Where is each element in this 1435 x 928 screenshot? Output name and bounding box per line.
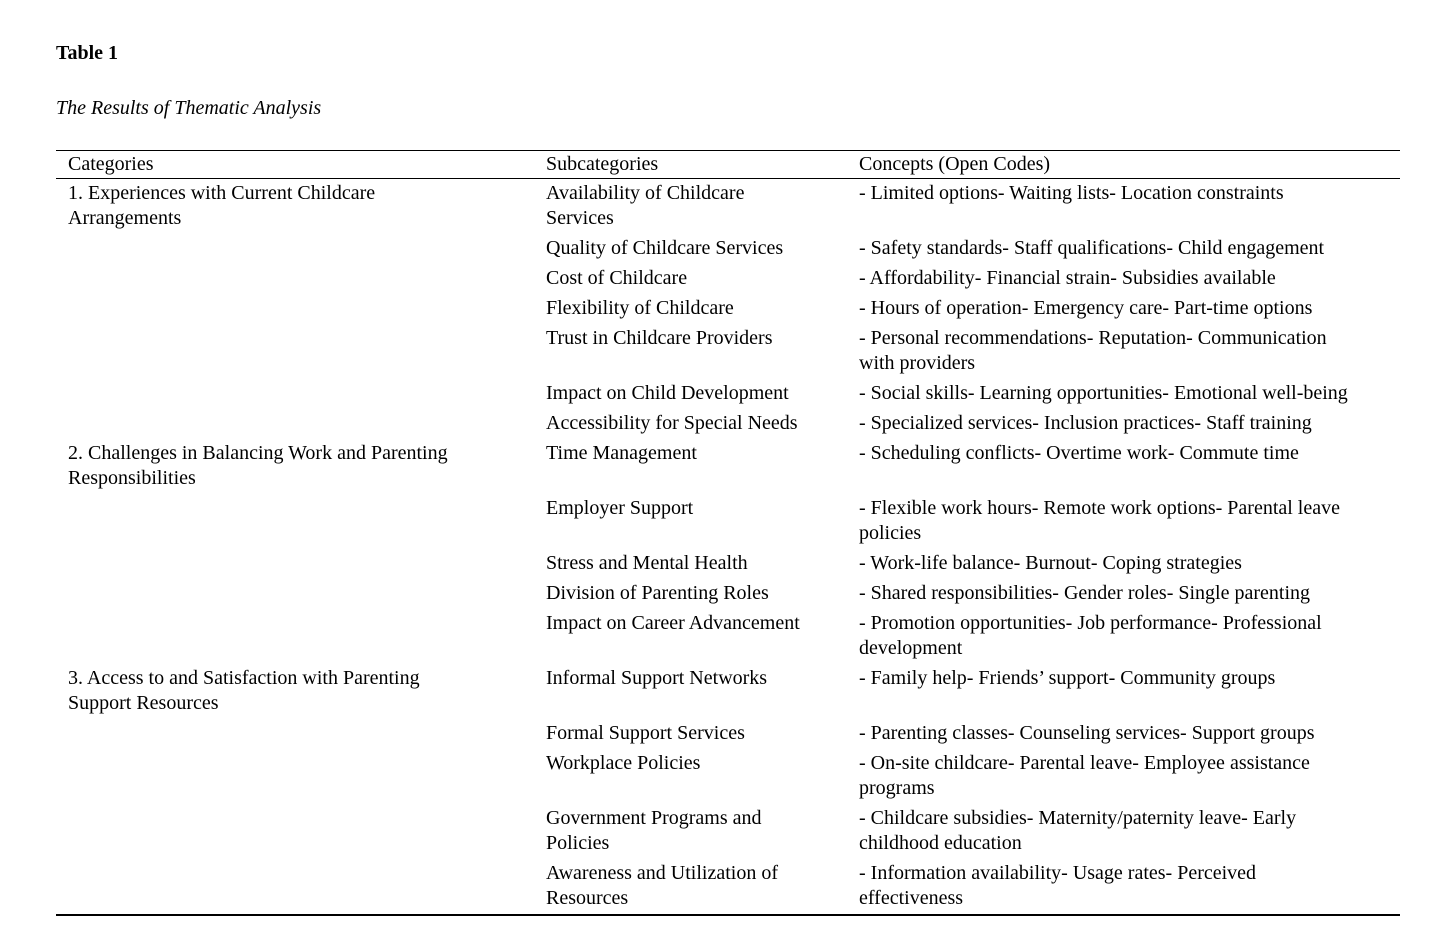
subcategory-cell: Division of Parenting Roles: [546, 582, 769, 604]
concepts-cell: - Work-life balance- Burnout- Coping str…: [859, 552, 1242, 574]
table-row: Cost of Childcare - Affordability- Financ…: [56, 264, 1400, 294]
subcategory-cell: Government Programs and Policies: [546, 807, 762, 854]
concepts-cell: - Family help- Friends’ support- Communi…: [859, 667, 1276, 689]
category-cell: [56, 859, 534, 915]
column-header-concepts: Concepts (Open Codes): [847, 150, 1400, 179]
subcategory-cell: Time Management: [546, 442, 697, 464]
concepts-cell: - Information availability- Usage rates-…: [859, 862, 1257, 909]
subcategory-cell: Accessibility for Special Needs: [546, 412, 798, 434]
category-cell: [56, 549, 534, 579]
table-body: 1. Experiences with Current Childcare Ar…: [56, 179, 1400, 916]
concepts-cell: - Shared responsibilities- Gender roles-…: [859, 582, 1310, 604]
subcategory-cell: Quality of Childcare Services: [546, 237, 784, 259]
table-row: 3. Access to and Satisfaction with Paren…: [56, 664, 1400, 719]
table-row: Quality of Childcare Services - Safety st…: [56, 234, 1400, 264]
subcategory-cell: Awareness and Utilization of Resources: [546, 862, 778, 909]
category-cell: [56, 379, 534, 409]
category-cell: [56, 409, 534, 439]
category-cell: [56, 264, 534, 294]
concepts-cell: - Safety standards- Staff qualifications…: [859, 237, 1325, 259]
table-row: Workplace Policies - On-site childcare- P…: [56, 749, 1400, 804]
table-row: 1. Experiences with Current Childcare Ar…: [56, 179, 1400, 235]
subcategory-cell: Flexibility of Childcare: [546, 297, 734, 319]
concepts-cell: - Social skills- Learning opportunities-…: [859, 382, 1348, 404]
category-cell: [56, 609, 534, 664]
subcategory-cell: Impact on Career Advancement: [546, 612, 800, 634]
concepts-cell: - Parenting classes- Counseling services…: [859, 722, 1315, 744]
subcategory-cell: Stress and Mental Health: [546, 552, 748, 574]
concepts-cell: - Childcare subsidies- Maternity/paterni…: [859, 807, 1297, 854]
table-row: Flexibility of Childcare - Hours of opera…: [56, 294, 1400, 324]
table-row: 2. Challenges in Balancing Work and Pare…: [56, 439, 1400, 494]
concepts-cell: - Promotion opportunities- Job performan…: [859, 612, 1322, 659]
table-row: Awareness and Utilization of Resources - …: [56, 859, 1400, 915]
concepts-cell: - Flexible work hours- Remote work optio…: [859, 497, 1340, 544]
concepts-cell: - Limited options- Waiting lists- Locati…: [859, 182, 1284, 204]
category-cell: [56, 719, 534, 749]
table-caption: The Results of Thematic Analysis: [56, 97, 322, 119]
concepts-cell: - Specialized services- Inclusion practi…: [859, 412, 1312, 434]
column-header-subcategories: Subcategories: [534, 150, 847, 179]
subcategory-cell: Trust in Childcare Providers: [546, 327, 773, 349]
table-row: Government Programs and Policies - Childc…: [56, 804, 1400, 859]
subcategory-cell: Impact on Child Development: [546, 382, 789, 404]
subcategory-cell: Informal Support Networks: [546, 667, 768, 689]
subcategory-cell: Formal Support Services: [546, 722, 745, 744]
concepts-cell: - Scheduling conflicts- Overtime work- C…: [859, 442, 1299, 464]
subcategory-cell: Workplace Policies: [546, 752, 701, 774]
category-cell: [56, 804, 534, 859]
column-header-categories: Categories: [56, 150, 534, 179]
table-row: Formal Support Services - Parenting class…: [56, 719, 1400, 749]
subcategory-cell: Cost of Childcare: [546, 267, 688, 289]
category-cell: [56, 749, 534, 804]
concepts-cell: - Personal recommendations- Reputation- …: [859, 327, 1327, 374]
category-cell: [56, 294, 534, 324]
subcategory-cell: Availability of Childcare Services: [546, 182, 745, 229]
concepts-cell: - Affordability- Financial strain- Subsi…: [859, 267, 1276, 289]
category-cell: [56, 324, 534, 379]
table-row: Impact on Child Development - Social skil…: [56, 379, 1400, 409]
concepts-cell: - Hours of operation- Emergency care- Pa…: [859, 297, 1313, 319]
subcategory-cell: Employer Support: [546, 497, 694, 519]
category-cell: [56, 494, 534, 549]
table-label: Table 1: [56, 42, 119, 64]
category-cell: [56, 234, 534, 264]
category-cell: 2. Challenges in Balancing Work and Pare…: [68, 442, 448, 489]
category-cell: [56, 579, 534, 609]
table-row: Trust in Childcare Providers - Personal r…: [56, 324, 1400, 379]
concepts-cell: - On-site childcare- Parental leave- Emp…: [859, 752, 1310, 799]
thematic-analysis-table: Categories Subcategories Concepts (Open …: [56, 150, 1400, 916]
table-row: Impact on Career Advancement - Promotion …: [56, 609, 1400, 664]
table-row: Accessibility for Special Needs - Special…: [56, 409, 1400, 439]
table-row: Employer Support - Flexible work hours- R…: [56, 494, 1400, 549]
table-row: Stress and Mental Health - Work-life bala…: [56, 549, 1400, 579]
category-cell: 1. Experiences with Current Childcare Ar…: [68, 182, 376, 229]
category-cell: 3. Access to and Satisfaction with Paren…: [68, 667, 420, 714]
table-row: Division of Parenting Roles - Shared resp…: [56, 579, 1400, 609]
table-header-row: Categories Subcategories Concepts (Open …: [56, 150, 1400, 179]
